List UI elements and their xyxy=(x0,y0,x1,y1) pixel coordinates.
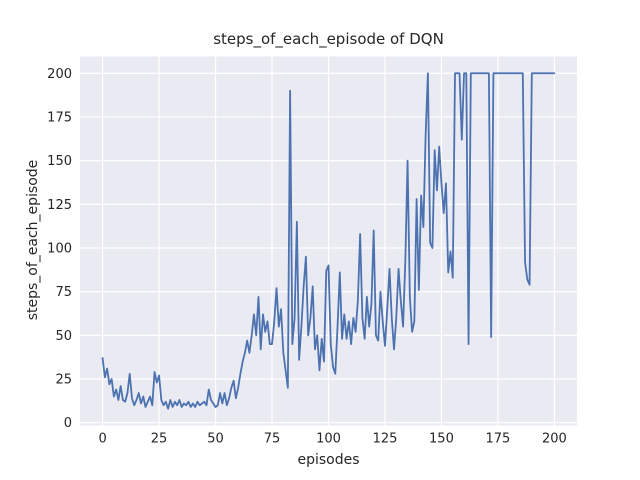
y-tick-label: 25 xyxy=(55,373,72,388)
x-tick-label: 150 xyxy=(429,432,454,447)
chart-title: steps_of_each_episode of DQN xyxy=(213,30,444,48)
y-tick-label: 175 xyxy=(47,110,72,125)
x-tick-label: 125 xyxy=(373,432,398,447)
y-tick-label: 100 xyxy=(47,241,72,256)
y-tick-label: 200 xyxy=(47,67,72,82)
x-tick-label: 175 xyxy=(486,432,511,447)
x-tick-label: 25 xyxy=(151,432,168,447)
x-axis-label: episodes xyxy=(297,452,360,468)
y-tick-label: 150 xyxy=(47,154,72,169)
x-tick-label: 0 xyxy=(98,432,106,447)
y-axis-label: steps_of_each_episode xyxy=(25,159,41,321)
x-tick-label: 200 xyxy=(542,432,567,447)
y-tick-label: 75 xyxy=(55,285,72,300)
y-tick-label: 125 xyxy=(47,198,72,213)
steps-line-series xyxy=(101,72,556,410)
y-tick-label: 0 xyxy=(64,416,72,431)
x-tick-label: 75 xyxy=(264,432,281,447)
x-tick-label: 50 xyxy=(207,432,224,447)
y-tick-label: 50 xyxy=(55,329,72,344)
x-tick-label: 100 xyxy=(316,432,341,447)
